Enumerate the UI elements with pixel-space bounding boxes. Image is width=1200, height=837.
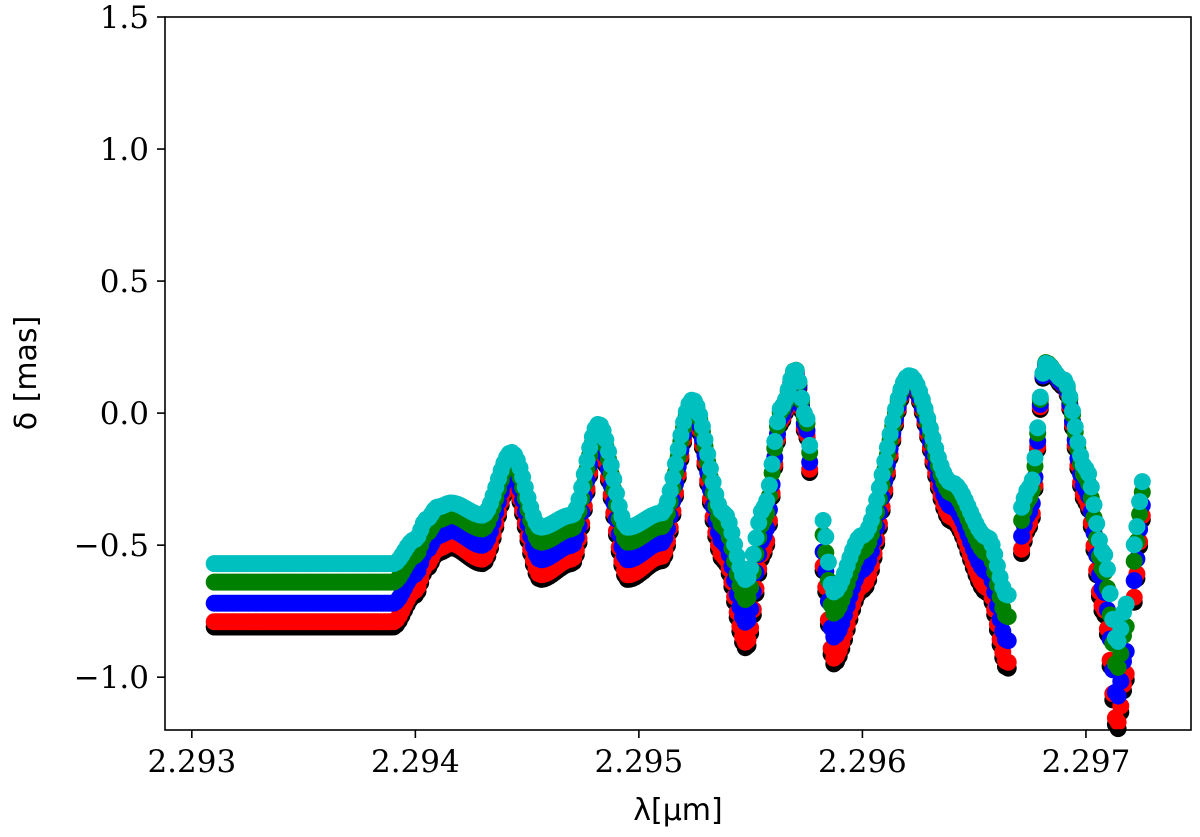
data-point (1061, 388, 1079, 406)
data-point (999, 608, 1017, 626)
x-tick-label: 2.296 (818, 744, 907, 780)
data-point (667, 455, 684, 473)
data-point (819, 553, 837, 571)
data-point (878, 439, 896, 456)
data-point (1133, 473, 1151, 491)
data-point (747, 529, 765, 547)
data-point (1131, 493, 1149, 511)
data-point (999, 586, 1017, 604)
data-point (760, 476, 778, 494)
data-point (605, 470, 623, 488)
data-point (1088, 515, 1106, 533)
x-tick-label: 2.294 (371, 744, 460, 780)
series-4 (205, 355, 1151, 650)
x-axis-label: λ[μm] (633, 793, 722, 828)
y-tick-label: 1.5 (100, 0, 149, 36)
data-point (1117, 595, 1135, 613)
data-point (669, 440, 687, 458)
data-point (763, 455, 781, 473)
data-point (793, 389, 811, 407)
data-point (672, 426, 690, 444)
data-point (999, 653, 1017, 671)
data-point (1064, 402, 1081, 420)
data-point (1080, 465, 1098, 483)
data-point (801, 436, 819, 454)
y-tick-label: 0.5 (100, 264, 149, 300)
y-axis-ticks: −1.0 −0.5 0.0 0.5 1.0 1.5 (74, 0, 165, 696)
x-tick-label: 2.293 (147, 744, 236, 780)
data-point (699, 445, 717, 463)
data-point (1066, 418, 1084, 436)
x-tick-label: 2.295 (595, 744, 684, 780)
data-point (1125, 536, 1143, 554)
data-point (1023, 471, 1041, 489)
data-point (696, 431, 714, 449)
data-point (814, 512, 832, 529)
data-point (766, 433, 784, 450)
data-point (661, 482, 679, 500)
data-point (1082, 478, 1100, 496)
data-point (608, 484, 625, 502)
data-point (1069, 433, 1087, 451)
x-tick-label: 2.297 (1042, 744, 1131, 780)
data-point (744, 545, 762, 563)
data-point (1085, 496, 1103, 514)
data-point (758, 492, 776, 510)
data-point (693, 417, 711, 435)
y-tick-label: 0.0 (100, 396, 149, 432)
plot-frame (164, 16, 1192, 731)
data-point (664, 469, 682, 487)
data-point (876, 452, 894, 470)
data-point (817, 528, 835, 546)
data-point (1101, 585, 1119, 603)
data-point (1098, 560, 1116, 578)
data-point (870, 479, 888, 497)
data-point (573, 478, 591, 496)
y-tick-label: −1.0 (74, 660, 149, 696)
y-tick-label: −0.5 (74, 528, 149, 564)
data-point (1125, 572, 1143, 590)
data-point (1026, 449, 1044, 467)
data-point (742, 559, 760, 577)
data-point (1128, 518, 1146, 536)
data-point (1109, 658, 1127, 676)
data-point (578, 452, 596, 470)
y-axis-label: δ [mas] (9, 316, 44, 431)
data-point (701, 460, 719, 477)
x-axis-ticks: 2.293 2.294 2.295 2.296 2.297 (147, 730, 1130, 780)
data-points (205, 354, 1151, 738)
data-point (1031, 388, 1049, 406)
data-point (999, 632, 1017, 650)
data-point (798, 410, 816, 428)
data-point (1096, 546, 1114, 564)
data-point (790, 372, 808, 390)
data-point (1112, 620, 1130, 638)
data-point (602, 456, 620, 474)
data-point (1109, 713, 1127, 731)
data-point (1109, 687, 1127, 705)
data-point (600, 443, 617, 461)
data-point (873, 466, 891, 484)
data-point (881, 425, 899, 443)
data-point (1029, 419, 1047, 437)
data-point (1125, 552, 1143, 570)
data-point (575, 465, 593, 483)
y-tick-label: 1.0 (100, 132, 149, 168)
data-point (769, 413, 786, 431)
data-point (1112, 672, 1130, 690)
